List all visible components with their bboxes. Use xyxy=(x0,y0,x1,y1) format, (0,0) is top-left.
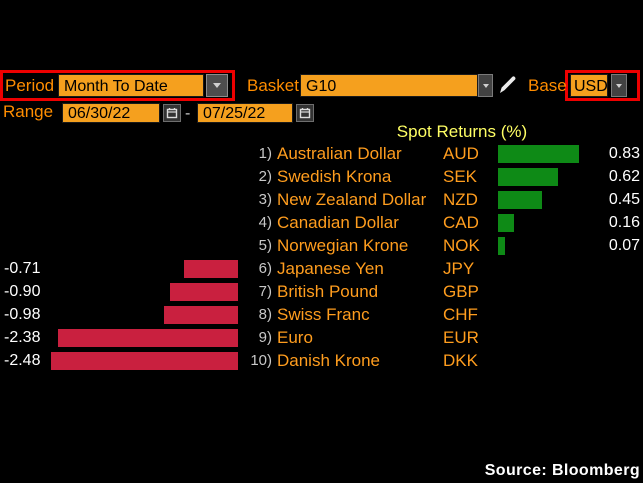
currency-name: Australian Dollar xyxy=(277,144,402,163)
row-rank: 4) xyxy=(258,214,272,231)
row-rank: 7) xyxy=(258,283,272,300)
return-value: -2.48 xyxy=(4,352,41,369)
row-rank: 2) xyxy=(258,168,272,185)
currency-name: Norwegian Krone xyxy=(277,236,409,255)
range-label: Range xyxy=(3,102,54,121)
return-bar xyxy=(498,237,505,255)
currency-name: Swiss Franc xyxy=(277,305,370,324)
chart-row: -0.71 6) Japanese Yen JPY xyxy=(0,257,643,280)
chart-title: Spot Returns (%) xyxy=(396,122,528,141)
currency-ticker: CHF xyxy=(443,305,478,324)
edit-basket-button[interactable] xyxy=(497,74,519,96)
currency-ticker: EUR xyxy=(443,328,479,347)
currency-ticker: NZD xyxy=(443,190,478,209)
chart-row: -2.48 10) Danish Krone DKK xyxy=(0,349,643,372)
return-bar xyxy=(58,329,238,347)
currency-ticker: NOK xyxy=(443,236,480,255)
return-value: -2.38 xyxy=(4,329,41,346)
basket-dropdown-button[interactable] xyxy=(478,74,493,97)
return-bar xyxy=(164,306,238,324)
base-label: Base xyxy=(528,76,567,95)
currency-name: Canadian Dollar xyxy=(277,213,399,232)
period-dropdown-button[interactable] xyxy=(206,74,228,97)
range-end-input[interactable]: 07/25/22 xyxy=(197,103,293,123)
row-rank: 9) xyxy=(258,329,272,346)
chevron-down-icon xyxy=(616,83,622,88)
row-rank: 6) xyxy=(258,260,272,277)
return-bar xyxy=(170,283,238,301)
return-bar xyxy=(498,168,558,186)
return-bar xyxy=(498,214,514,232)
return-bar xyxy=(498,191,542,209)
row-rank: 3) xyxy=(258,191,272,208)
return-value: -0.90 xyxy=(4,283,41,300)
range-separator: - xyxy=(185,105,191,122)
chart-row: 1) Australian Dollar AUD 0.83 xyxy=(0,142,643,165)
row-rank: 1) xyxy=(258,145,272,162)
chart-row: -0.90 7) British Pound GBP xyxy=(0,280,643,303)
basket-label: Basket xyxy=(247,76,299,95)
period-label: Period xyxy=(5,76,55,95)
currency-ticker: AUD xyxy=(443,144,479,163)
return-bar xyxy=(184,260,238,278)
return-value: -0.98 xyxy=(4,306,41,323)
currency-name: Euro xyxy=(277,328,313,347)
row-rank: 10) xyxy=(250,352,272,369)
return-bar xyxy=(51,352,238,370)
currency-name: Japanese Yen xyxy=(277,259,384,278)
currency-ticker: JPY xyxy=(443,259,475,278)
currency-name: Danish Krone xyxy=(277,351,381,370)
chart-row: 2) Swedish Krona SEK 0.62 xyxy=(0,165,643,188)
pencil-icon xyxy=(500,76,516,93)
currency-ticker: CAD xyxy=(443,213,479,232)
chart-row: -0.98 8) Swiss Franc CHF xyxy=(0,303,643,326)
range-start-calendar-button[interactable] xyxy=(163,104,181,122)
chart-row: 4) Canadian Dollar CAD 0.16 xyxy=(0,211,643,234)
currency-ticker: GBP xyxy=(443,282,479,301)
chart-row: 5) Norwegian Krone NOK 0.07 xyxy=(0,234,643,257)
return-value: 0.16 xyxy=(608,214,640,231)
currency-ticker: DKK xyxy=(443,351,478,370)
chart-row: 3) New Zealand Dollar NZD 0.45 xyxy=(0,188,643,211)
return-value: 0.07 xyxy=(608,237,640,254)
range-end-calendar-button[interactable] xyxy=(296,104,314,122)
currency-name: New Zealand Dollar xyxy=(277,190,427,209)
chart-row: -2.38 9) Euro EUR xyxy=(0,326,643,349)
return-value: -0.71 xyxy=(4,260,41,277)
chevron-down-icon xyxy=(482,83,489,88)
currency-name: British Pound xyxy=(277,282,379,301)
row-rank: 5) xyxy=(258,237,272,254)
period-select[interactable]: Month To Date xyxy=(58,74,204,97)
return-bar xyxy=(498,145,579,163)
row-rank: 8) xyxy=(258,306,272,323)
range-start-input[interactable]: 06/30/22 xyxy=(62,103,160,123)
return-value: 0.83 xyxy=(608,145,640,162)
return-value: 0.45 xyxy=(608,191,640,208)
source-label: Source: Bloomberg xyxy=(484,462,640,479)
base-dropdown-button[interactable] xyxy=(611,74,627,97)
calendar-icon xyxy=(299,108,311,119)
currency-name: Swedish Krona xyxy=(277,167,392,186)
return-value: 0.62 xyxy=(608,168,640,185)
basket-select[interactable]: G10 xyxy=(300,74,478,97)
calendar-icon xyxy=(166,108,178,119)
base-select[interactable]: USD xyxy=(570,74,608,97)
currency-ticker: SEK xyxy=(443,167,478,186)
chevron-down-icon xyxy=(213,83,221,88)
